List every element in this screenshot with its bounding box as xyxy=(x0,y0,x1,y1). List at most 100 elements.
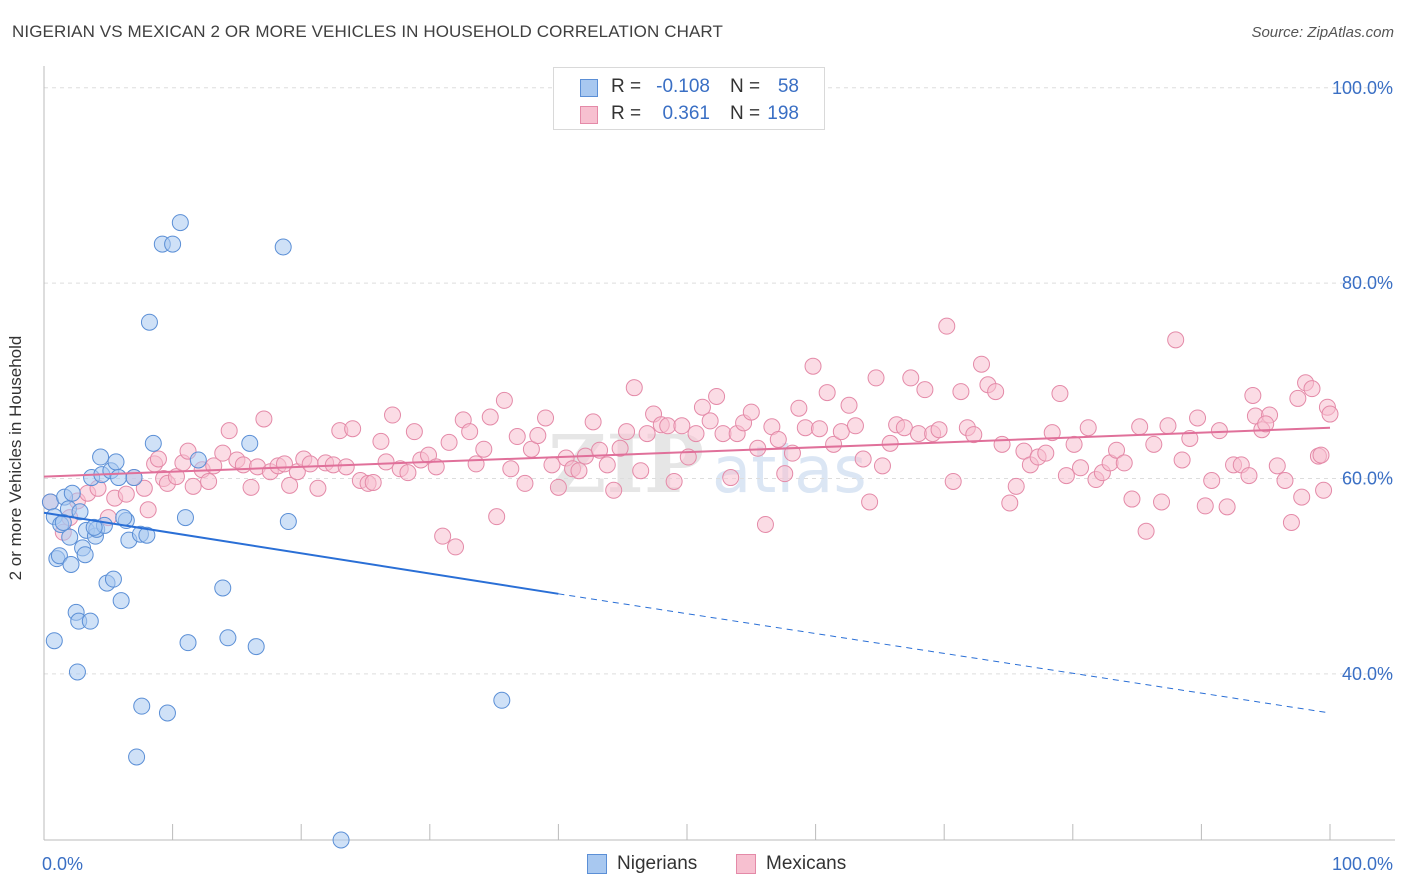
nigerians-point xyxy=(171,214,189,232)
mexicans-point xyxy=(255,410,273,428)
nigerians-point xyxy=(189,451,207,469)
mexicans-point xyxy=(1072,459,1090,477)
nigerians-point xyxy=(112,592,130,610)
mexicans-point xyxy=(1057,467,1075,485)
mexicans-point xyxy=(756,515,774,533)
nigerians-point xyxy=(41,493,59,511)
mexicans-point xyxy=(605,481,623,499)
mexicans-point xyxy=(434,527,452,545)
nigerians-point xyxy=(76,546,94,564)
mexicans-point xyxy=(529,427,547,445)
mexicans-point xyxy=(659,417,677,435)
nigerians-trend-line xyxy=(43,511,559,595)
mexicans-point xyxy=(854,450,872,468)
mexicans-point xyxy=(825,435,843,453)
mexicans-point xyxy=(337,458,355,476)
mexicans-point xyxy=(405,423,423,441)
nigerians-point xyxy=(140,313,158,331)
mexicans-point xyxy=(722,469,740,487)
mexicans-point xyxy=(1131,418,1149,436)
mexicans-point xyxy=(1007,477,1025,495)
mexicans-point xyxy=(1123,490,1141,508)
mexicans-point xyxy=(495,391,513,409)
mexicans-point xyxy=(873,457,891,475)
nigerians-point xyxy=(63,484,81,502)
mexicans-point xyxy=(665,472,683,490)
mexicans-point xyxy=(1145,435,1163,453)
r-label: R = xyxy=(611,76,642,97)
mexicans-point xyxy=(377,453,395,471)
nigerians-point xyxy=(45,632,63,650)
mexicans-point xyxy=(447,538,465,556)
nigerians-point xyxy=(241,434,259,452)
mexicans-point xyxy=(965,426,983,444)
mexicans-point xyxy=(846,417,864,435)
mexicans-point xyxy=(1218,498,1236,516)
mexicans-point xyxy=(952,383,970,401)
mexicans-point xyxy=(135,479,153,497)
mexicans-point xyxy=(611,439,629,457)
nigerians-legend-swatch xyxy=(587,854,607,874)
mexicans-point xyxy=(972,355,990,373)
nigerians-point xyxy=(133,697,151,715)
mexicans-point xyxy=(149,450,167,468)
mexicans-point xyxy=(1001,494,1019,512)
mexicans-point xyxy=(1159,417,1177,435)
mexicans-point xyxy=(488,508,506,526)
mexicans-point xyxy=(618,423,636,441)
mexicans-point xyxy=(687,425,705,443)
mexicans-point xyxy=(281,476,299,494)
mexicans-point xyxy=(399,464,417,482)
mexicans-point xyxy=(1137,522,1155,540)
y-tick-label: 100.0% xyxy=(1332,78,1393,98)
mexicans-point xyxy=(708,387,726,405)
mexicans-point xyxy=(693,398,711,416)
n-label: N = xyxy=(730,76,761,97)
nigerians-point xyxy=(493,691,511,709)
mexicans-point xyxy=(234,456,252,474)
legend-row-mexicans: R = 0.361 N = 198 xyxy=(554,101,824,129)
mexicans-point xyxy=(749,439,767,457)
mexicans-point xyxy=(1153,493,1171,511)
nigerians-point xyxy=(115,509,133,527)
legend-label-nigerians: Nigerians xyxy=(617,853,698,874)
mexicans-point xyxy=(420,446,438,464)
mexicans-point xyxy=(625,379,643,397)
mexicans-point xyxy=(930,421,948,439)
mexicans-point xyxy=(790,399,808,417)
mexicans-point xyxy=(1312,446,1330,464)
y-tick-label: 40.0% xyxy=(1342,664,1393,684)
mexicans-point xyxy=(502,460,520,478)
mexicans-point xyxy=(461,423,479,441)
mexicans-point xyxy=(1240,467,1258,485)
mexicans-point xyxy=(902,369,920,387)
source-label: Source: ZipAtlas.com xyxy=(1251,24,1394,41)
mexicans-trend-line xyxy=(43,426,1331,478)
mexicans-point xyxy=(993,435,1011,453)
mexicans-point xyxy=(220,422,238,440)
nigerians-point xyxy=(110,469,128,487)
mexicans-point xyxy=(1293,488,1311,506)
nigerians-trend-extension xyxy=(558,593,1331,714)
mexicans-point xyxy=(1282,514,1300,531)
mexicans-point xyxy=(861,493,879,511)
mexicans-point xyxy=(632,462,650,480)
mexicans-point xyxy=(301,455,319,473)
nigerians-point xyxy=(104,570,122,588)
mexicans-point xyxy=(832,423,850,441)
n-value: 198 xyxy=(767,103,799,124)
mexicans-point xyxy=(344,420,362,438)
mexicans-point xyxy=(1065,435,1083,453)
mexicans-point xyxy=(591,441,609,459)
legend-label-mexicans: Mexicans xyxy=(766,853,847,874)
mexicans-point xyxy=(1268,457,1286,475)
nigerians-point xyxy=(158,704,176,722)
mexicans-point xyxy=(1276,471,1294,489)
nigerians-point xyxy=(144,434,162,452)
mexicans-point xyxy=(1189,409,1207,427)
mexicans-point xyxy=(1167,331,1185,349)
y-tick-label: 80.0% xyxy=(1342,273,1393,293)
mexicans-point xyxy=(1315,481,1333,499)
nigerians-point xyxy=(279,513,297,531)
